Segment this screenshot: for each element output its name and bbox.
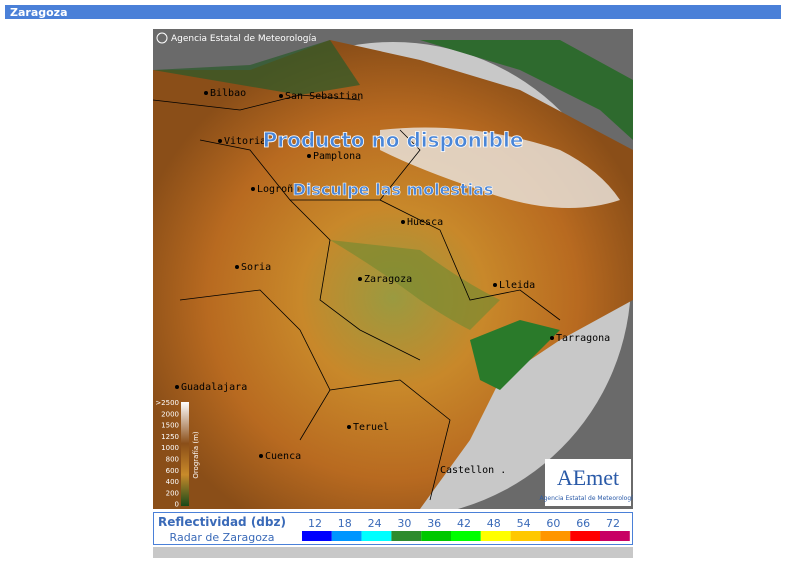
orography-label: 400 — [166, 478, 179, 486]
level-swatch — [510, 531, 541, 541]
level-label: 12 — [308, 517, 322, 530]
orography-label: 1250 — [161, 433, 179, 441]
city: Zaragoza — [364, 274, 412, 285]
city: Pamplona — [313, 151, 361, 162]
level-swatch — [570, 531, 600, 541]
city: Castellon . — [440, 465, 506, 476]
city: San Sebastian — [285, 91, 363, 102]
aemet-logo — [545, 459, 631, 506]
level-label: 60 — [546, 517, 560, 530]
level-swatch — [451, 531, 481, 541]
level-label: 24 — [368, 517, 382, 530]
orography-label: >2500 — [155, 399, 179, 407]
level-label: 66 — [576, 517, 590, 530]
orography-label: 2000 — [161, 410, 179, 418]
orography-label: 0 — [175, 501, 179, 509]
apology: Disculpe las molestias — [293, 180, 494, 199]
city: Soria — [241, 262, 271, 273]
orography-title: Orografía (m) — [192, 431, 200, 479]
radar-map: Bilbao San Sebastian Vitoria Pamplona Lo… — [153, 29, 637, 509]
level-label: 54 — [517, 517, 531, 530]
copyright-icon — [156, 32, 168, 44]
level-swatch — [302, 531, 332, 541]
city-markers — [175, 91, 554, 458]
logo-name: AEmet — [557, 465, 619, 490]
city: Guadalajara — [181, 382, 247, 393]
level-swatch — [421, 531, 451, 541]
orography-label: 1500 — [161, 422, 179, 430]
bottom-bar — [153, 547, 633, 558]
level-label: 72 — [606, 517, 620, 530]
header-bar — [5, 5, 781, 19]
orography-label: 200 — [166, 489, 179, 497]
reflectivity-scale: 12 18 24 30 36 42 48 54 60 66 72 — [302, 517, 630, 541]
level-label: 30 — [397, 517, 411, 530]
city: Logroño — [257, 184, 299, 195]
level-swatch — [540, 531, 571, 541]
city-labels: Bilbao San Sebastian Vitoria Pamplona Lo… — [181, 88, 610, 476]
level-label: 48 — [487, 517, 501, 530]
level-swatch — [331, 531, 362, 541]
legend-title: Reflectividad (dbz) — [158, 515, 286, 529]
city: Cuenca — [265, 451, 301, 462]
city: Vitoria — [224, 136, 266, 147]
level-swatch — [391, 531, 422, 541]
map-copyright: Agencia Estatal de Meteorología — [171, 34, 317, 44]
city: Huesca — [407, 217, 443, 228]
logo-caption: Agencia Estatal de Meteorología — [540, 495, 637, 502]
level-swatch — [361, 531, 392, 541]
city: Tarragona — [556, 333, 610, 344]
notice: Producto no disponible — [263, 128, 524, 152]
city: Teruel — [353, 422, 389, 433]
orography-label: 1000 — [161, 444, 179, 452]
header-title: Zaragoza — [10, 6, 68, 19]
orography-label: 800 — [166, 456, 179, 464]
level-label: 36 — [427, 517, 441, 530]
city: Bilbao — [210, 88, 246, 99]
orography-bar — [181, 402, 189, 506]
orography-label: 600 — [166, 467, 179, 475]
level-label: 18 — [338, 517, 352, 530]
legend-subtitle: Radar de Zaragoza — [170, 531, 275, 544]
level-swatch — [480, 531, 511, 541]
level-label: 42 — [457, 517, 471, 530]
city: Lleida — [499, 280, 535, 291]
level-swatch — [600, 531, 630, 541]
